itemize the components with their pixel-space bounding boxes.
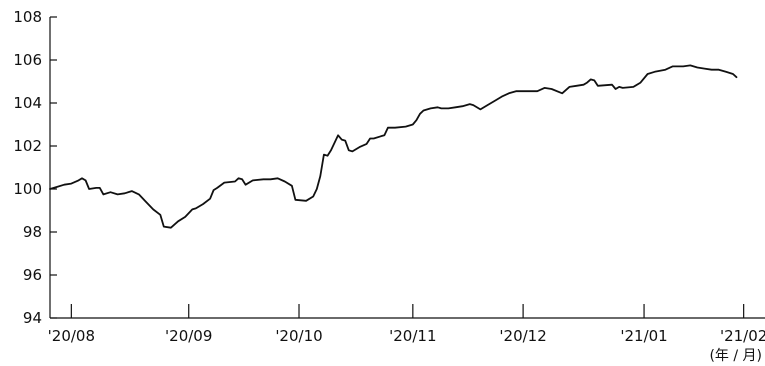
y-tick-label: 100: [13, 180, 42, 198]
y-tick-label: 106: [13, 51, 42, 69]
x-tick-label: '20/10: [275, 327, 322, 345]
y-tick-label: 102: [13, 137, 42, 155]
y-tick-label: 96: [23, 266, 42, 284]
y-tick-label: 104: [13, 94, 42, 112]
series-line: [49, 64, 738, 229]
x-tick-label: '20/09: [165, 327, 212, 345]
x-tick-label: '20/11: [389, 327, 436, 345]
x-tick-label: '20/12: [499, 327, 546, 345]
y-tick-label: 94: [23, 309, 42, 327]
y-tick-label: 108: [13, 8, 42, 26]
x-tick-label: '21/02: [720, 327, 765, 345]
x-tick-label: '20/08: [48, 327, 95, 345]
x-axis-unit-label: (年 / 月): [709, 348, 762, 364]
x-axis: '20/08 '20/09 '20/10 '20/11 '20/12 '21/01 '21/…: [48, 304, 765, 345]
y-axis: 94 96 98 100 102 104 106 108: [13, 8, 57, 327]
x-tick-label: '21/01: [620, 327, 667, 345]
y-tick-label: 98: [23, 223, 42, 241]
series-group: [49, 64, 738, 229]
